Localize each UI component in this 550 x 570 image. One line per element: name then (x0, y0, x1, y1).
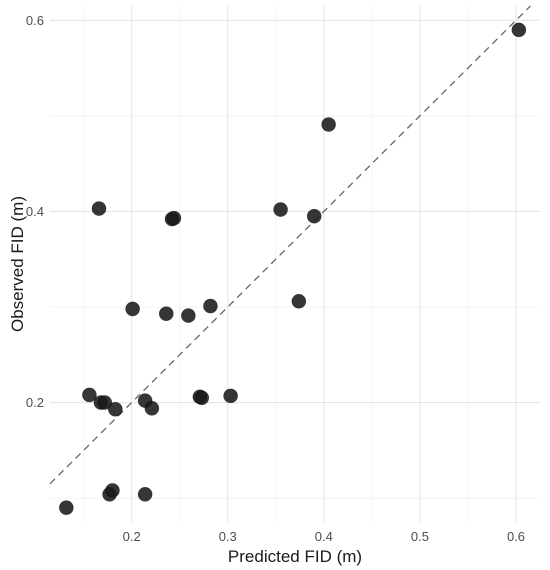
x-axis-tick-labels: 0.2 0.3 0.4 0.5 0.6 (123, 529, 525, 544)
data-point-21 (273, 202, 288, 217)
data-point-18 (194, 390, 210, 406)
x-tick-label: 0.2 (123, 529, 141, 544)
data-point-16 (181, 308, 196, 323)
data-point-19 (203, 298, 218, 314)
y-tick-label: 0.2 (26, 395, 44, 410)
data-point-3 (91, 201, 107, 216)
x-tick-label: 0.5 (411, 529, 429, 544)
data-point-22 (291, 293, 307, 309)
data-points (59, 22, 527, 515)
data-point-1 (59, 500, 74, 515)
data-point-24 (321, 117, 336, 132)
y-axis-tick-labels: 0.2 0.4 0.6 (26, 13, 44, 410)
data-point-23 (306, 208, 322, 224)
data-point-25 (511, 22, 527, 38)
data-point-8 (108, 401, 123, 417)
y-axis-title: Observed FID (m) (8, 196, 27, 332)
y-tick-label: 0.4 (26, 204, 44, 219)
data-point-12 (144, 400, 160, 416)
data-point-13 (158, 306, 174, 321)
x-tick-label: 0.3 (219, 529, 237, 544)
grid (50, 6, 540, 522)
y-tick-label: 0.6 (26, 13, 44, 28)
data-point-9 (125, 301, 140, 317)
data-point-20 (223, 388, 238, 404)
identity-reference-line (49, 5, 531, 485)
data-point-5 (97, 395, 113, 410)
data-point-10 (137, 486, 153, 502)
data-point-7 (105, 483, 120, 498)
x-axis-title: Predicted FID (m) (228, 547, 362, 566)
data-point-2 (82, 387, 97, 403)
data-point-15 (166, 210, 182, 226)
x-tick-label: 0.6 (507, 529, 525, 544)
x-tick-label: 0.4 (315, 529, 333, 544)
